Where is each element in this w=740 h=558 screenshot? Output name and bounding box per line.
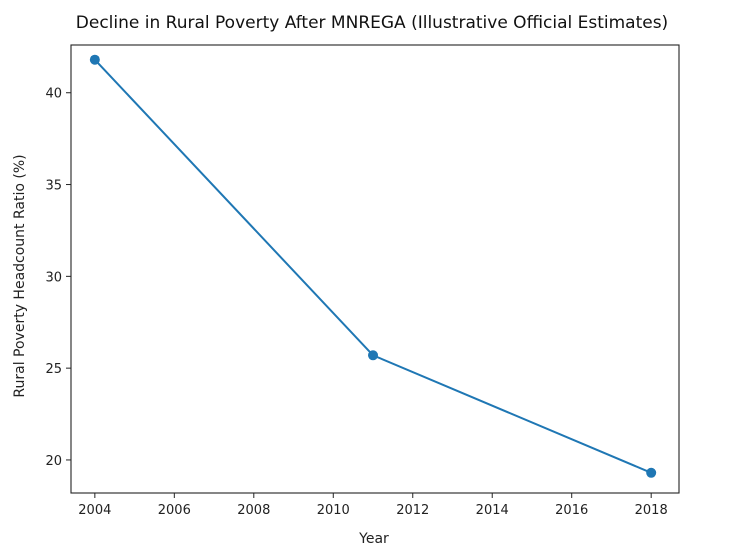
x-tick-label: 2018 xyxy=(635,503,668,518)
x-tick-label: 2006 xyxy=(158,503,191,518)
x-tick-label: 2008 xyxy=(237,503,270,518)
x-tick-label: 2012 xyxy=(396,503,429,518)
x-tick-label: 2014 xyxy=(476,503,509,518)
x-tick-label: 2016 xyxy=(555,503,588,518)
y-tick-label: 25 xyxy=(45,362,62,377)
y-tick-label: 35 xyxy=(45,179,62,194)
x-tick-label: 2010 xyxy=(317,503,350,518)
plot-area: 2004 2006 2008 2010 2012 2014 2016 2018 20 25 30 35… xyxy=(45,44,680,518)
y-tick-label: 20 xyxy=(45,454,62,469)
y-tick-label: 30 xyxy=(45,270,62,285)
y-tick-label: 40 xyxy=(45,87,62,102)
data-point-marker xyxy=(89,54,100,65)
axes-frame xyxy=(70,44,680,494)
y-axis-label: Rural Poverty Headcount Ratio (%) xyxy=(12,154,28,397)
series-line xyxy=(94,59,652,474)
data-point-marker xyxy=(368,350,379,361)
chart-title: Decline in Rural Poverty After MNREGA (I… xyxy=(76,13,668,33)
data-point-marker xyxy=(646,467,657,478)
x-axis-label: Year xyxy=(358,531,389,547)
x-tick-label: 2004 xyxy=(78,503,111,518)
